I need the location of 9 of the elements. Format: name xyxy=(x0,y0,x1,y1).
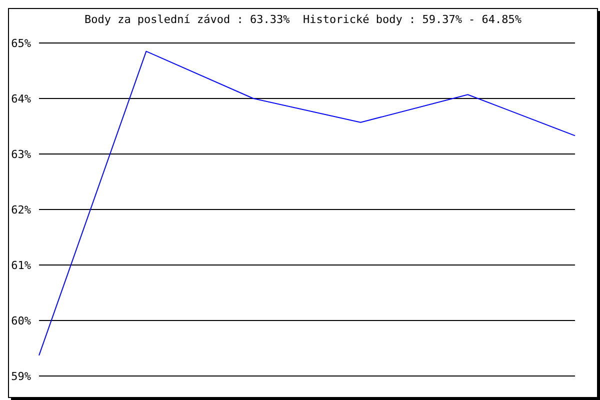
chart-title: Body za poslední závod : 63.33% Historické body : 59.37% - 64.85% xyxy=(83,13,523,26)
y-tick-label: 60% xyxy=(11,314,32,328)
y-tick-label: 63% xyxy=(11,148,32,161)
y-tick-label: 59% xyxy=(11,370,32,383)
y-tick-label: 62% xyxy=(11,203,32,216)
line-series xyxy=(38,50,576,356)
y-tick-label: 61% xyxy=(11,258,32,272)
y-tick-label: 64% xyxy=(11,92,32,106)
y-tick-label: 65% xyxy=(11,36,32,50)
